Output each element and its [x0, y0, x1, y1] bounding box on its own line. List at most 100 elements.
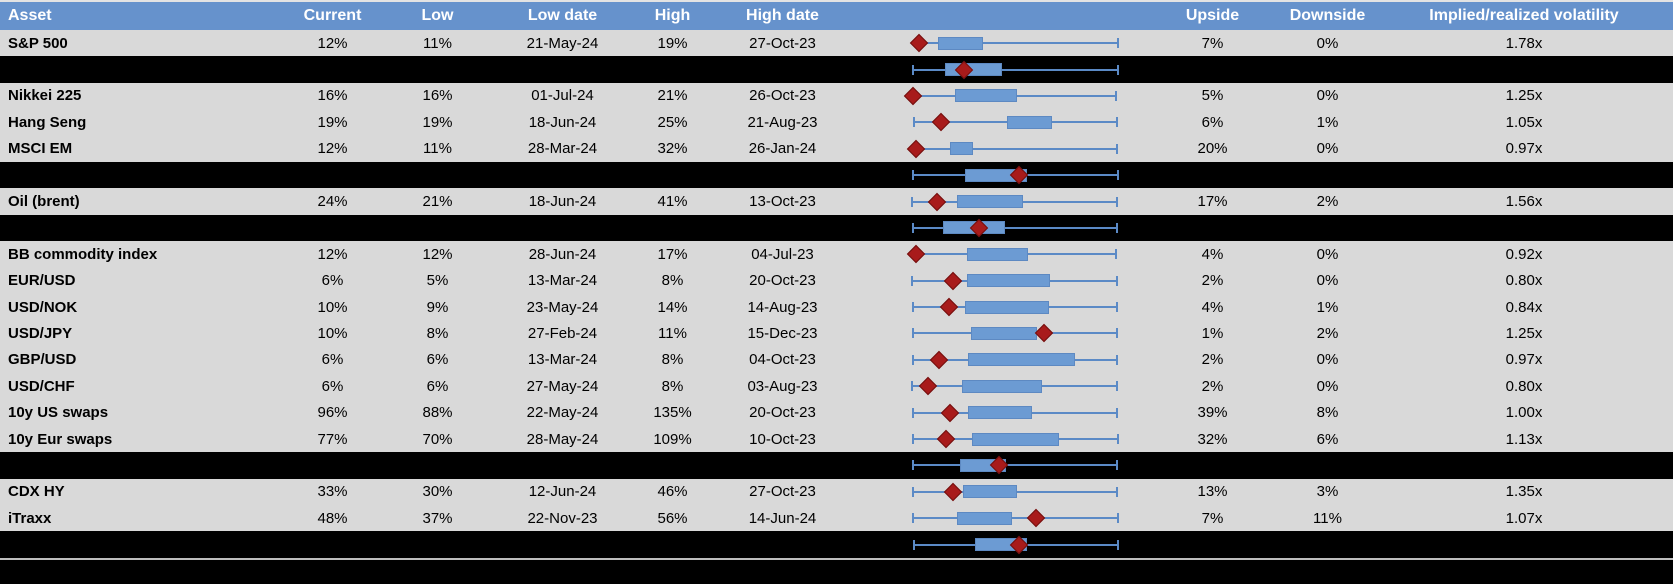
- row-nikkei-225-high_date[interactable]: 26-Oct-23: [749, 87, 816, 105]
- row-cdx-hy-high_date[interactable]: 27-Oct-23: [749, 483, 816, 501]
- row-itraxx-downside[interactable]: 11%: [1313, 509, 1342, 527]
- summary-credit-high_date[interactable]: [710, 531, 855, 557]
- row-s-p-500-asset[interactable]: S&P 500: [8, 34, 68, 52]
- row-usd-jpy-downside[interactable]: 2%: [1316, 324, 1339, 342]
- summary-swaps-low_date[interactable]: [490, 452, 635, 478]
- summary-equities-current[interactable]: [280, 162, 385, 188]
- row-10y-us-swaps-upside[interactable]: 39%: [1197, 404, 1228, 422]
- summary-equities-upside[interactable]: [1145, 162, 1280, 188]
- row-msci-em-downside[interactable]: 0%: [1316, 140, 1339, 158]
- row-nikkei-225-downside[interactable]: 0%: [1316, 87, 1339, 105]
- summary-sp500-low_date[interactable]: [490, 56, 635, 82]
- row-msci-em-high_date[interactable]: 26-Jan-24: [748, 140, 817, 158]
- row-usd-chf-vol[interactable]: 0.80x: [1505, 377, 1543, 395]
- row-10y-us-swaps-vol[interactable]: 1.00x: [1505, 404, 1543, 422]
- row-eur-usd-asset[interactable]: EUR/USD: [8, 272, 76, 290]
- row-msci-em-current[interactable]: 12%: [317, 140, 348, 158]
- row-nikkei-225-upside[interactable]: 5%: [1201, 87, 1224, 105]
- header-implied-realized-volatility[interactable]: Implied/realized volatility: [1429, 7, 1619, 24]
- summary-swaps-upside[interactable]: [1145, 452, 1280, 478]
- row-10y-eur-swaps-vol[interactable]: 1.13x: [1505, 430, 1543, 448]
- row-hang-seng-high[interactable]: 25%: [657, 113, 688, 131]
- row-oil-brent-vol[interactable]: 1.56x: [1505, 193, 1543, 211]
- row-gbp-usd-low_date[interactable]: 13-Mar-24: [527, 351, 598, 369]
- summary-equities-high_date[interactable]: [710, 162, 855, 188]
- summary-credit-downside[interactable]: [1280, 531, 1375, 557]
- row-msci-em-high[interactable]: 32%: [657, 140, 688, 158]
- row-cdx-hy-asset[interactable]: CDX HY: [8, 483, 65, 501]
- summary-sp500-low[interactable]: [385, 56, 490, 82]
- row-s-p-500-high_date[interactable]: 27-Oct-23: [749, 34, 816, 52]
- row-usd-jpy-low_date[interactable]: 27-Feb-24: [527, 324, 598, 342]
- row-cdx-hy-high[interactable]: 46%: [657, 483, 688, 501]
- summary-sp500-upside[interactable]: [1145, 56, 1280, 82]
- row-usd-chf-high[interactable]: 8%: [661, 377, 684, 395]
- row-usd-chf-asset[interactable]: USD/CHF: [8, 377, 75, 395]
- row-10y-us-swaps-high_date[interactable]: 20-Oct-23: [749, 404, 816, 422]
- row-hang-seng-low[interactable]: 19%: [422, 113, 453, 131]
- row-oil-brent-high[interactable]: 41%: [657, 193, 688, 211]
- summary-equities-asset[interactable]: [0, 162, 280, 188]
- row-itraxx-low_date[interactable]: 22-Nov-23: [527, 509, 598, 527]
- row-hang-seng-current[interactable]: 19%: [317, 113, 348, 131]
- row-usd-jpy-current[interactable]: 10%: [317, 324, 348, 342]
- row-usd-nok-vol[interactable]: 0.84x: [1505, 298, 1543, 316]
- row-nikkei-225-vol[interactable]: 1.25x: [1505, 87, 1543, 105]
- summary-swaps-high[interactable]: [635, 452, 710, 478]
- summary-credit-asset[interactable]: [0, 531, 280, 557]
- summary-sp500-downside[interactable]: [1280, 56, 1375, 82]
- row-10y-us-swaps-low_date[interactable]: 22-May-24: [526, 404, 599, 422]
- row-usd-jpy-asset[interactable]: USD/JPY: [8, 324, 73, 342]
- summary-credit-low_date[interactable]: [490, 531, 635, 557]
- row-gbp-usd-high[interactable]: 8%: [661, 351, 684, 369]
- header-asset[interactable]: Asset: [8, 7, 52, 24]
- row-usd-chf-low_date[interactable]: 27-May-24: [526, 377, 599, 395]
- summary-equities-vol[interactable]: [1375, 162, 1673, 188]
- summary-oil-high[interactable]: [635, 215, 710, 241]
- row-10y-eur-swaps-low_date[interactable]: 28-May-24: [526, 430, 599, 448]
- row-bb-commodity-index-current[interactable]: 12%: [317, 245, 348, 263]
- summary-oil-vol[interactable]: [1375, 215, 1673, 241]
- header-upside[interactable]: Upside: [1185, 7, 1240, 24]
- row-s-p-500-vol[interactable]: 1.78x: [1505, 34, 1543, 52]
- summary-credit-vol[interactable]: [1375, 531, 1673, 557]
- row-msci-em-asset[interactable]: MSCI EM: [8, 140, 73, 158]
- row-itraxx-vol[interactable]: 1.07x: [1505, 509, 1543, 527]
- row-gbp-usd-asset[interactable]: GBP/USD: [8, 351, 77, 369]
- row-cdx-hy-low_date[interactable]: 12-Jun-24: [528, 483, 597, 501]
- summary-equities-low_date[interactable]: [490, 162, 635, 188]
- row-usd-nok-downside[interactable]: 1%: [1316, 298, 1339, 316]
- summary-credit-current[interactable]: [280, 531, 385, 557]
- row-10y-eur-swaps-upside[interactable]: 32%: [1197, 430, 1228, 448]
- row-10y-eur-swaps-high[interactable]: 109%: [653, 430, 692, 448]
- row-usd-chf-downside[interactable]: 0%: [1316, 377, 1339, 395]
- row-10y-eur-swaps-asset[interactable]: 10y Eur swaps: [8, 430, 113, 448]
- row-itraxx-low[interactable]: 37%: [422, 509, 453, 527]
- row-usd-nok-high_date[interactable]: 14-Aug-23: [747, 298, 818, 316]
- row-10y-us-swaps-high[interactable]: 135%: [653, 404, 692, 422]
- summary-equities-high[interactable]: [635, 162, 710, 188]
- row-eur-usd-downside[interactable]: 0%: [1316, 272, 1339, 290]
- row-gbp-usd-upside[interactable]: 2%: [1201, 351, 1224, 369]
- row-10y-us-swaps-asset[interactable]: 10y US swaps: [8, 404, 109, 422]
- summary-swaps-low[interactable]: [385, 452, 490, 478]
- row-cdx-hy-upside[interactable]: 13%: [1197, 483, 1228, 501]
- row-bb-commodity-index-downside[interactable]: 0%: [1316, 245, 1339, 263]
- row-cdx-hy-current[interactable]: 33%: [317, 483, 348, 501]
- row-nikkei-225-low[interactable]: 16%: [422, 87, 453, 105]
- row-oil-brent-low_date[interactable]: 18-Jun-24: [528, 193, 597, 211]
- row-10y-us-swaps-downside[interactable]: 8%: [1316, 404, 1339, 422]
- row-10y-eur-swaps-downside[interactable]: 6%: [1316, 430, 1339, 448]
- row-10y-us-swaps-current[interactable]: 96%: [317, 404, 348, 422]
- row-10y-us-swaps-low[interactable]: 88%: [422, 404, 453, 422]
- row-oil-brent-low[interactable]: 21%: [422, 193, 453, 211]
- row-nikkei-225-low_date[interactable]: 01-Jul-24: [531, 87, 594, 105]
- row-usd-jpy-upside[interactable]: 1%: [1201, 324, 1224, 342]
- row-itraxx-high[interactable]: 56%: [657, 509, 688, 527]
- row-usd-nok-low[interactable]: 9%: [426, 298, 449, 316]
- summary-equities-downside[interactable]: [1280, 162, 1375, 188]
- summary-oil-downside[interactable]: [1280, 215, 1375, 241]
- summary-oil-low_date[interactable]: [490, 215, 635, 241]
- row-itraxx-upside[interactable]: 7%: [1201, 509, 1224, 527]
- row-cdx-hy-low[interactable]: 30%: [422, 483, 453, 501]
